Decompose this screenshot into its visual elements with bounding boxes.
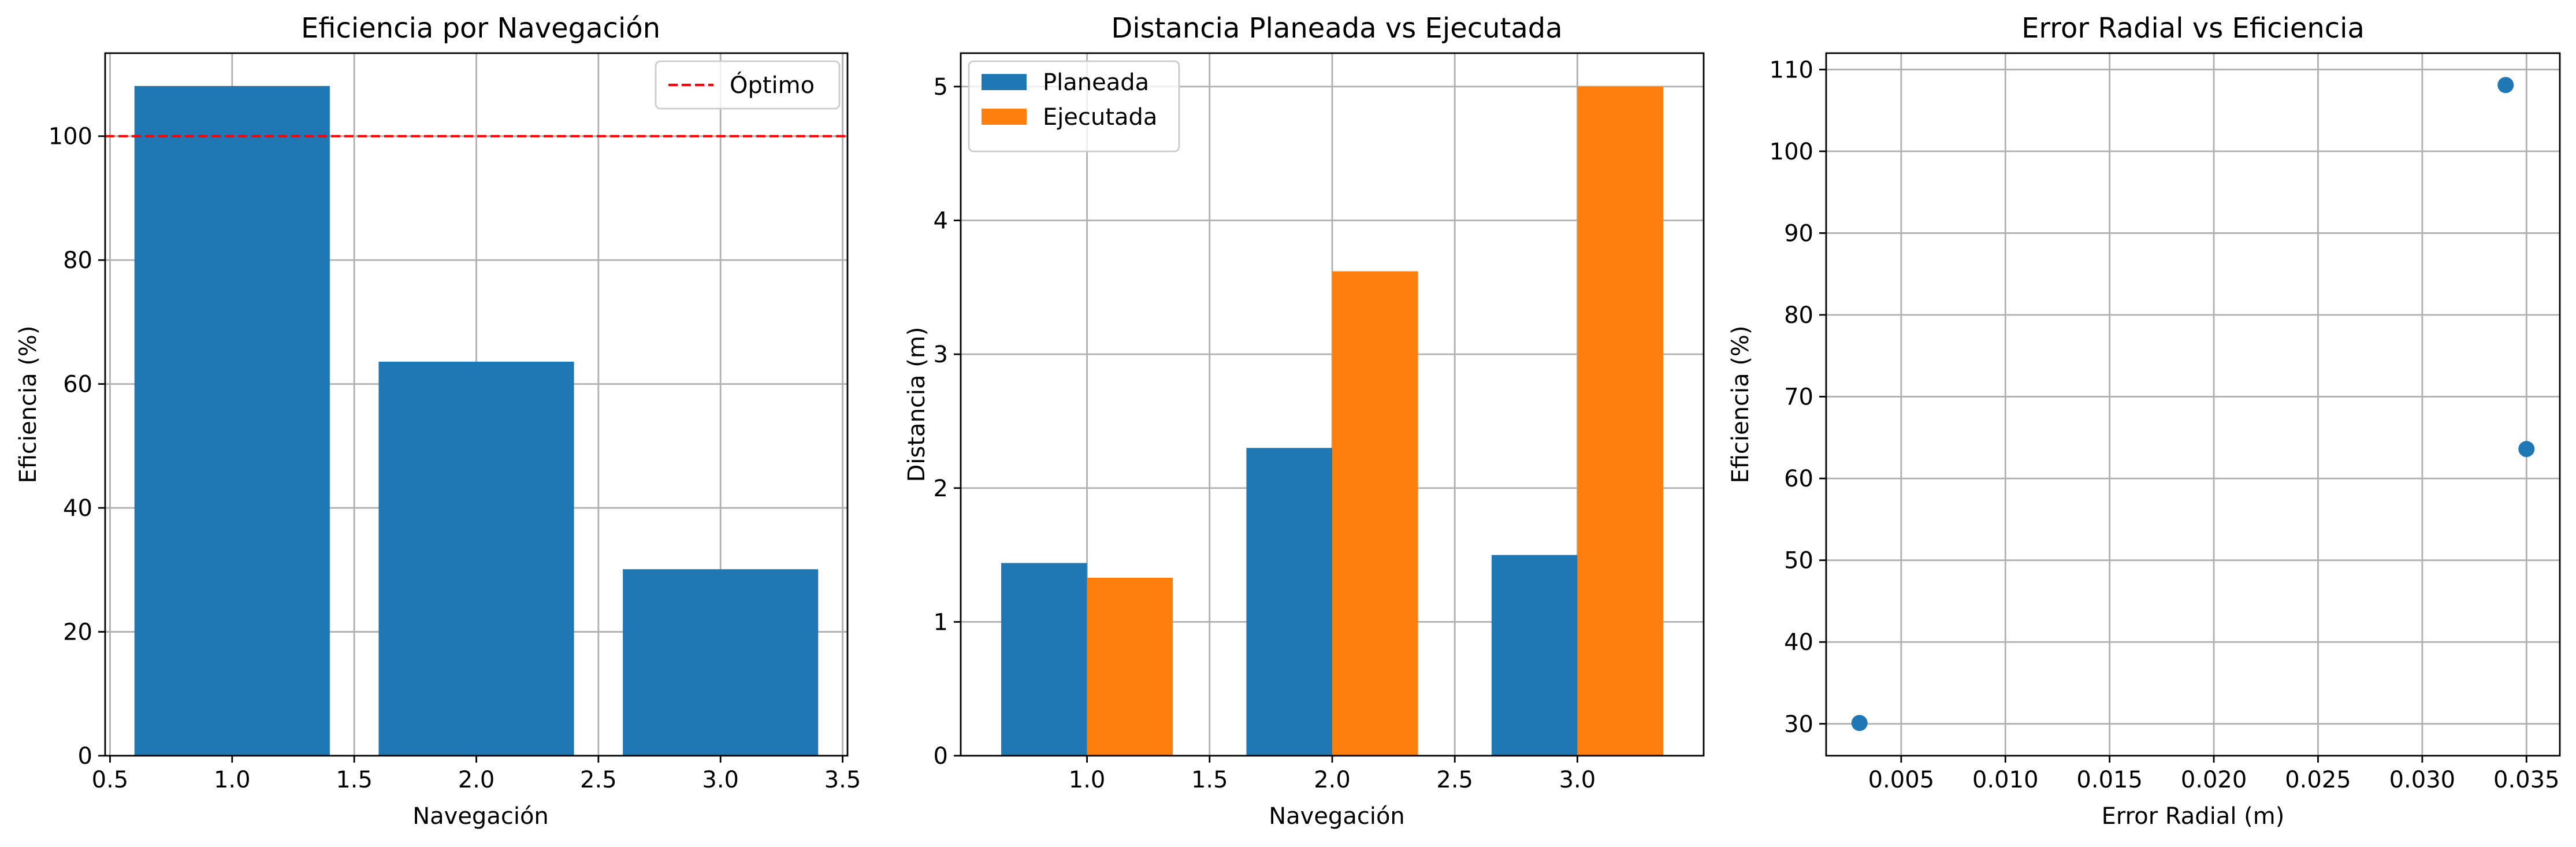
y-tick-label: 40 [63, 495, 92, 522]
panel1-title: Eficiencia por Navegación [301, 12, 660, 44]
y-tick-label: 110 [1770, 57, 1813, 83]
scatter-point [1851, 715, 1868, 731]
legend-swatch-planeada [982, 74, 1027, 90]
scatter-point [2497, 77, 2514, 94]
y-tick-label: 60 [63, 372, 92, 398]
bar-ejecutada [1577, 86, 1663, 756]
panel-efficiency: Eficiencia por Navegación Navegación Efi… [15, 12, 861, 830]
bar [623, 569, 819, 756]
x-tick-label: 0.005 [1868, 767, 1935, 793]
y-tick-label: 1 [934, 609, 948, 636]
panel-distance: Distancia Planeada vs Ejecutada Navegaci… [904, 12, 1705, 830]
x-tick-label: 2.5 [1436, 767, 1473, 793]
legend: Planeada Ejecutada [968, 60, 1180, 153]
panel2-plot-area: 1.0 1.5 2.0 2.5 3.0 0 1 2 3 4 5 Planeada Ejecutada [934, 52, 1705, 793]
panel1-plot-area: 0.5 1.0 1.5 2.0 2.5 3.0 3.5 0 20 40 60 80 100 Óptimo [49, 52, 861, 793]
legend-swatch-ejecutada [982, 109, 1027, 125]
x-tick-label: 2.0 [1314, 767, 1351, 793]
x-tick-label: 1.5 [1191, 767, 1228, 793]
x-tick-label: 1.0 [1069, 767, 1106, 793]
y-tick-label: 70 [1784, 384, 1813, 411]
x-tick-label: 2.0 [458, 767, 495, 793]
panel2-xlabel: Navegación [1269, 803, 1405, 830]
panel3-ylabel: Eficiencia (%) [1727, 325, 1754, 483]
y-tick-label: 40 [1784, 629, 1813, 656]
panel3-title: Error Radial vs Eficiencia [2021, 12, 2365, 44]
bar-planeada [1001, 563, 1087, 756]
panel1-ylabel: Eficiencia (%) [15, 325, 42, 483]
bar-ejecutada [1332, 271, 1418, 756]
legend-box [655, 60, 841, 110]
y-tick-label: 0 [78, 743, 92, 770]
panel3-plot-area: 0.005 0.010 0.015 0.020 0.025 0.030 0.035 30 40 5… [1770, 52, 2561, 793]
panel2-title: Distancia Planeada vs Ejecutada [1111, 12, 1562, 44]
bar-planeada [1491, 555, 1578, 756]
x-tick-label: 0.020 [2181, 767, 2247, 793]
y-tick-label: 5 [934, 74, 948, 101]
y-tick-label: 100 [1770, 139, 1813, 165]
panel-error: Error Radial vs Eficiencia Error Radial … [1727, 12, 2561, 830]
x-tick-label: 3.0 [702, 767, 739, 793]
panel2-ylabel: Distancia (m) [904, 327, 930, 482]
y-tick-label: 30 [1784, 711, 1813, 738]
y-tick-label: 0 [934, 743, 948, 770]
bar-ejecutada [1087, 577, 1173, 756]
x-tick-label: 0.015 [2076, 767, 2143, 793]
x-tick-label: 0.010 [1972, 767, 2039, 793]
x-tick-label: 2.5 [580, 767, 617, 793]
scatter-point [2518, 441, 2535, 458]
legend-label-planeada: Planeada [1043, 69, 1149, 96]
axes-frame [1825, 52, 2561, 757]
y-tick-label: 60 [1784, 466, 1813, 492]
y-tick-label: 50 [1784, 548, 1813, 574]
panel1-xlabel: Navegación [412, 803, 549, 830]
bar [378, 362, 574, 756]
panel3-xlabel: Error Radial (m) [2102, 803, 2285, 830]
legend-label-ejecutada: Ejecutada [1043, 104, 1157, 131]
x-tick-label: 0.025 [2285, 767, 2351, 793]
y-tick-label: 80 [1784, 302, 1813, 329]
x-tick-label: 0.035 [2493, 767, 2560, 793]
legend-label-optimo: Óptimo [730, 71, 815, 99]
x-tick-label: 3.0 [1559, 767, 1596, 793]
x-tick-label: 0.5 [92, 767, 129, 793]
y-tick-label: 4 [934, 208, 948, 235]
legend: Óptimo [655, 60, 841, 110]
y-tick-label: 3 [934, 341, 948, 368]
x-tick-label: 1.0 [214, 767, 251, 793]
x-tick-label: 0.030 [2389, 767, 2456, 793]
y-tick-label: 100 [49, 124, 92, 150]
x-tick-label: 3.5 [824, 767, 861, 793]
y-tick-label: 80 [63, 247, 92, 274]
y-tick-label: 2 [934, 475, 948, 502]
y-tick-label: 90 [1784, 220, 1813, 247]
x-tick-label: 1.5 [336, 767, 373, 793]
bar [134, 86, 330, 756]
bar-planeada [1246, 448, 1332, 756]
y-tick-label: 20 [63, 619, 92, 646]
